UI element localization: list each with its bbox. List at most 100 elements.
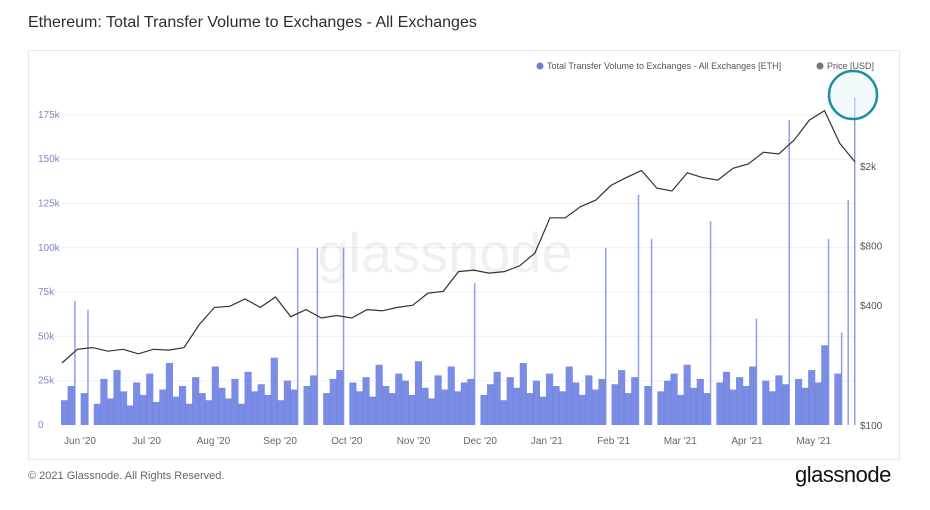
volume-bar <box>618 370 626 425</box>
x-tick-label: Apr '21 <box>731 436 763 447</box>
volume-bar <box>480 394 488 425</box>
volume-bar <box>486 384 495 425</box>
volume-bar <box>513 387 521 425</box>
y-tick-label: 175k <box>38 110 61 121</box>
volume-bar <box>185 403 193 425</box>
x-tick-label: Mar '21 <box>664 436 697 447</box>
volume-bar <box>316 247 319 425</box>
volume-bar <box>434 375 442 425</box>
watermark: glassnode <box>317 221 572 284</box>
volume-bar <box>355 391 364 425</box>
volume-bar <box>106 398 115 425</box>
volume-bar <box>172 396 180 425</box>
chart-title: Ethereum: Total Transfer Volume to Excha… <box>28 14 477 31</box>
volume-bar <box>604 247 607 425</box>
volume-bar <box>854 97 856 426</box>
volume-bar <box>506 377 514 425</box>
volume-bar <box>500 400 508 425</box>
volume-bar <box>152 401 160 425</box>
volume-bar <box>709 221 712 425</box>
legend-price-label: Price [USD] <box>827 61 874 71</box>
y-tick-label: 0 <box>38 420 44 431</box>
volume-bar <box>722 371 731 425</box>
volume-bar <box>801 387 809 425</box>
highlight-circle <box>827 69 879 121</box>
volume-bar <box>159 389 167 425</box>
volume-bar <box>690 387 698 425</box>
copyright: © 2021 Glassnode. All Rights Reserved. <box>28 470 225 482</box>
x-tick-label: Sep '20 <box>263 436 297 447</box>
volume-bar <box>133 382 141 425</box>
volume-bar <box>657 391 665 425</box>
volume-bar <box>290 389 298 425</box>
x-tick-label: Aug '20 <box>197 436 231 447</box>
volume-bar <box>663 380 672 425</box>
volume-bar <box>428 398 436 425</box>
volume-bar <box>375 364 383 425</box>
volume-bar <box>80 393 88 425</box>
legend-price-dot <box>816 62 824 70</box>
volume-bar <box>447 366 455 425</box>
volume-bar <box>414 361 423 425</box>
volume-bar <box>113 370 121 425</box>
volume-bar <box>310 375 318 425</box>
volume-bar <box>460 382 468 425</box>
x-tick-label: Feb '21 <box>597 436 630 447</box>
volume-bar <box>814 382 822 425</box>
volume-bar <box>100 378 108 425</box>
volume-bar <box>61 400 69 425</box>
volume-bar <box>742 386 750 425</box>
volume-bar <box>716 382 724 425</box>
volume-bar <box>264 394 272 425</box>
volume-bar <box>585 375 593 425</box>
volume-bar <box>572 382 580 425</box>
volume-bar <box>441 389 449 425</box>
volume-bar <box>67 386 75 425</box>
volume-bar <box>369 396 377 425</box>
price-line <box>61 109 856 364</box>
x-tick-label: Jun '20 <box>64 436 96 447</box>
volume-bar <box>421 387 429 425</box>
volume-bar <box>178 386 187 425</box>
volume-bar <box>703 393 711 425</box>
volume-bar <box>552 386 560 425</box>
volume-bar <box>821 345 829 425</box>
volume-bar <box>631 377 639 425</box>
y-tick-label: 100k <box>38 243 61 254</box>
volume-bar <box>93 403 101 425</box>
legend-volume-dot <box>536 62 544 70</box>
volume-bar <box>598 378 606 425</box>
volume-bar <box>329 378 337 425</box>
volume-bar <box>637 194 640 425</box>
volume-bar <box>624 393 632 425</box>
volume-bar <box>205 400 213 425</box>
volume-bar <box>362 377 370 425</box>
volume-bar <box>192 377 200 425</box>
volume-bar <box>591 389 600 425</box>
volume-bar <box>257 384 265 425</box>
volume-bar <box>277 400 285 425</box>
volume-bar <box>808 370 816 425</box>
volume-bar <box>218 387 226 425</box>
y-tick-label: 125k <box>38 199 61 210</box>
y-tick-label: 25k <box>38 376 55 387</box>
legend-volume-label: Total Transfer Volume to Exchanges - All… <box>547 61 781 71</box>
volume-bar <box>473 283 476 425</box>
volume-bar <box>211 366 219 425</box>
volume-bar <box>395 373 403 425</box>
volume-bar <box>323 393 331 425</box>
volume-bar <box>670 373 678 425</box>
volume-bar <box>165 362 174 425</box>
volume-bar <box>749 366 757 425</box>
y-tick-label: 50k <box>38 331 55 342</box>
volume-bar <box>401 380 409 425</box>
volume-bar <box>342 247 345 425</box>
volume-bar <box>270 357 278 425</box>
x-tick-label: Jul '20 <box>132 436 161 447</box>
volume-bar <box>283 380 291 425</box>
volume-bar <box>519 362 527 425</box>
volume-bar <box>696 378 704 425</box>
y-tick-label: 75k <box>38 287 55 298</box>
volume-bar <box>834 373 842 425</box>
y-right-tick-label: $100 <box>860 421 883 432</box>
